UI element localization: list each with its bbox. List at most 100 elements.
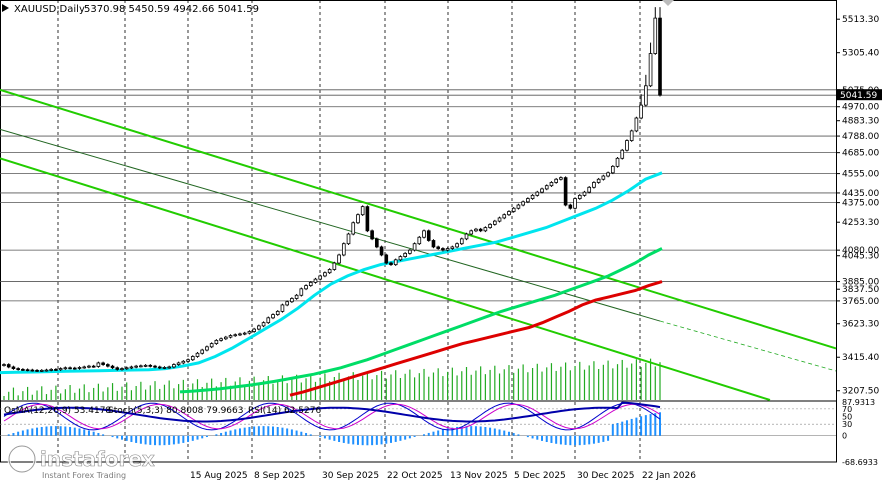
candle-body: [497, 217, 502, 222]
candle-body: [511, 207, 516, 212]
time-tick-label: 22 Oct 2025: [387, 471, 443, 481]
candle-body: [214, 339, 219, 345]
candle-body: [530, 194, 535, 199]
price-tick-label: 3623.30: [842, 320, 879, 330]
price-tick-label: 4435.00: [842, 189, 879, 199]
osma-label: OsMA(12,26,9) 53.4178: [4, 406, 111, 416]
candle-body: [549, 182, 554, 187]
candle-body: [450, 246, 455, 249]
candle-body: [134, 365, 138, 368]
price-tick-label: 4883.30: [842, 117, 879, 127]
candle-body: [337, 254, 341, 264]
time-tick-label: 15 Aug 2025: [190, 471, 248, 481]
play-triangle-icon: [2, 4, 9, 12]
candle-body: [124, 367, 129, 370]
time-tick-label: 5 Dec 2025: [514, 471, 566, 481]
oscillator-panel: [0, 401, 836, 446]
candle-body: [96, 362, 101, 367]
time-tick-label: 30 Sep 2025: [322, 471, 379, 481]
candle-body: [275, 310, 280, 315]
candle-body: [431, 240, 436, 248]
candle-body: [87, 365, 91, 368]
price-tick-label: 4970.00: [842, 103, 879, 113]
candle-body: [422, 230, 426, 238]
candle-body: [200, 349, 205, 354]
candle-body: [573, 198, 577, 209]
candle-body: [559, 177, 563, 180]
candle-body: [219, 338, 223, 341]
candle-body: [228, 335, 233, 338]
candle-body: [606, 172, 610, 177]
candle-body: [205, 346, 209, 351]
candle-body: [280, 304, 285, 312]
candle-body: [308, 281, 313, 286]
candle-body: [242, 332, 247, 335]
candle-body: [356, 214, 360, 224]
candle-body: [68, 367, 72, 370]
price-tick-label: 4045.30: [842, 252, 879, 262]
candle-body: [2, 364, 6, 366]
time-tick-label: 8 Sep 2025: [254, 471, 305, 481]
candle-body: [365, 206, 370, 232]
price-tick-label: 5305.40: [842, 49, 879, 59]
candle-body: [469, 230, 474, 235]
candle-body: [384, 254, 389, 264]
candle-body: [58, 368, 63, 371]
candle-body: [563, 177, 568, 206]
candle-body: [370, 230, 374, 240]
candle-body: [610, 165, 615, 174]
candle-body: [30, 369, 35, 372]
candle-body: [6, 364, 11, 368]
candle-body: [653, 17, 658, 54]
candle-body: [341, 243, 346, 256]
time-tick-label: 30 Dec 2025: [577, 471, 635, 481]
candle-body: [540, 188, 544, 193]
time-axis: 15 Aug 2025 8 Sep 2025 30 Sep 2025 22 Oct 2…: [190, 471, 696, 481]
rsi-label: RSI(14) 62.5276: [248, 406, 321, 416]
stoch-label: Stoch(5,3,3) 80.8008 79.9663: [108, 406, 243, 416]
candle-body: [16, 368, 20, 370]
candle-body: [625, 140, 629, 151]
candle-body: [63, 367, 68, 370]
candle-body: [507, 211, 511, 216]
candle-body: [35, 369, 39, 372]
candle-body: [592, 182, 596, 188]
time-tick-label: 13 Nov 2025: [450, 471, 508, 481]
candle-body: [299, 288, 304, 296]
candle-body: [408, 249, 412, 254]
candle-body: [601, 175, 606, 180]
candle-body: [139, 365, 143, 368]
stoch-signal-line: [3, 403, 661, 430]
candle-body: [11, 366, 16, 369]
chart-shift-marker-icon[interactable]: [662, 0, 674, 6]
candle-body: [436, 246, 441, 249]
candle-body: [412, 243, 417, 251]
candle-body: [120, 368, 124, 370]
candle-body: [389, 262, 393, 266]
price-tick-label: 4080.00: [842, 246, 879, 256]
candle-body: [493, 220, 497, 225]
candle-body: [455, 243, 459, 248]
candle-body: [233, 334, 238, 337]
price-tick-label: 4253.30: [842, 218, 879, 228]
grid: [0, 0, 837, 463]
candle-body: [238, 333, 242, 336]
candle-body: [544, 185, 549, 190]
candle-body: [332, 262, 337, 270]
candle-body: [351, 222, 356, 235]
candle-body: [148, 364, 153, 367]
chart-header: XAUUSD,Daily 5370.98 5450.59 4942.66 504…: [2, 4, 259, 15]
candle-body: [648, 53, 653, 87]
candle-body: [323, 272, 327, 277]
symbol-timeframe: XAUUSD,Daily: [14, 4, 85, 15]
candle-body: [535, 191, 540, 196]
candle-body: [294, 294, 299, 299]
candle-body: [261, 322, 266, 327]
candle-body: [49, 368, 54, 371]
current-price-box: [837, 89, 882, 101]
candle-body: [577, 194, 582, 199]
osc-scale-label: 0: [842, 432, 847, 441]
osc-scale-label: 87.9313: [842, 398, 875, 407]
